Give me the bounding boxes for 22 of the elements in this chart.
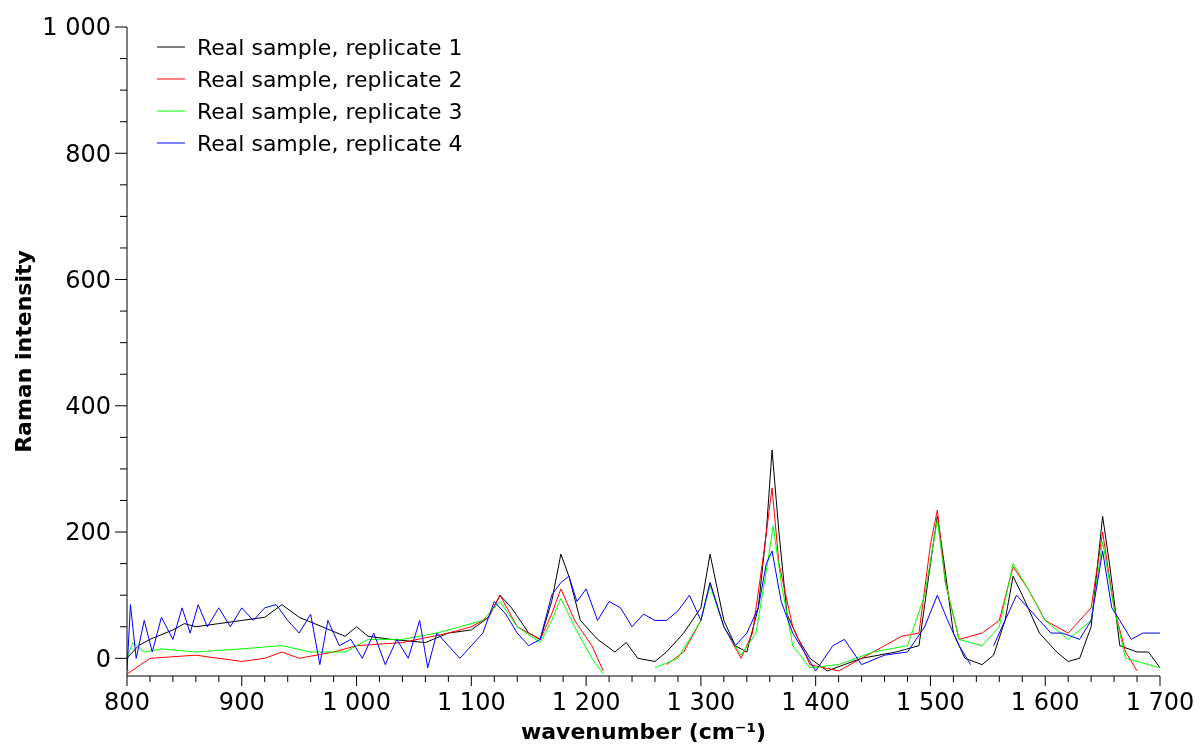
y-axis-title: Raman intensity [11, 250, 36, 453]
y-tick-label: 600 [65, 265, 111, 294]
y-tick-label: 0 [95, 644, 111, 673]
y-tick-label: 800 [65, 139, 111, 168]
y-tick-label: 400 [65, 392, 111, 421]
x-tick-label: 1 200 [551, 688, 621, 716]
y-tick-label: 1 000 [42, 13, 111, 42]
x-tick-label: 1 600 [1010, 688, 1080, 716]
y-tick-label: 200 [65, 518, 111, 547]
x-tick-label: 1 300 [666, 688, 736, 716]
x-tick-label: 800 [104, 688, 150, 716]
x-tick-label: 900 [218, 688, 265, 716]
legend-label: Real sample, replicate 1 [197, 34, 463, 60]
x-tick-label: 1 700 [1125, 688, 1195, 716]
legend-label: Real sample, replicate 3 [197, 98, 463, 124]
legend-label: Real sample, replicate 2 [197, 66, 463, 92]
x-tick-label: 1 500 [896, 688, 965, 716]
x-tick-label: 1 100 [436, 688, 506, 716]
x-tick-label: 1 000 [322, 688, 391, 716]
legend-label: Real sample, replicate 4 [197, 130, 463, 156]
x-axis-title: wavenumber (cm⁻¹) [520, 719, 767, 744]
x-tick-label: 1 400 [781, 688, 851, 716]
